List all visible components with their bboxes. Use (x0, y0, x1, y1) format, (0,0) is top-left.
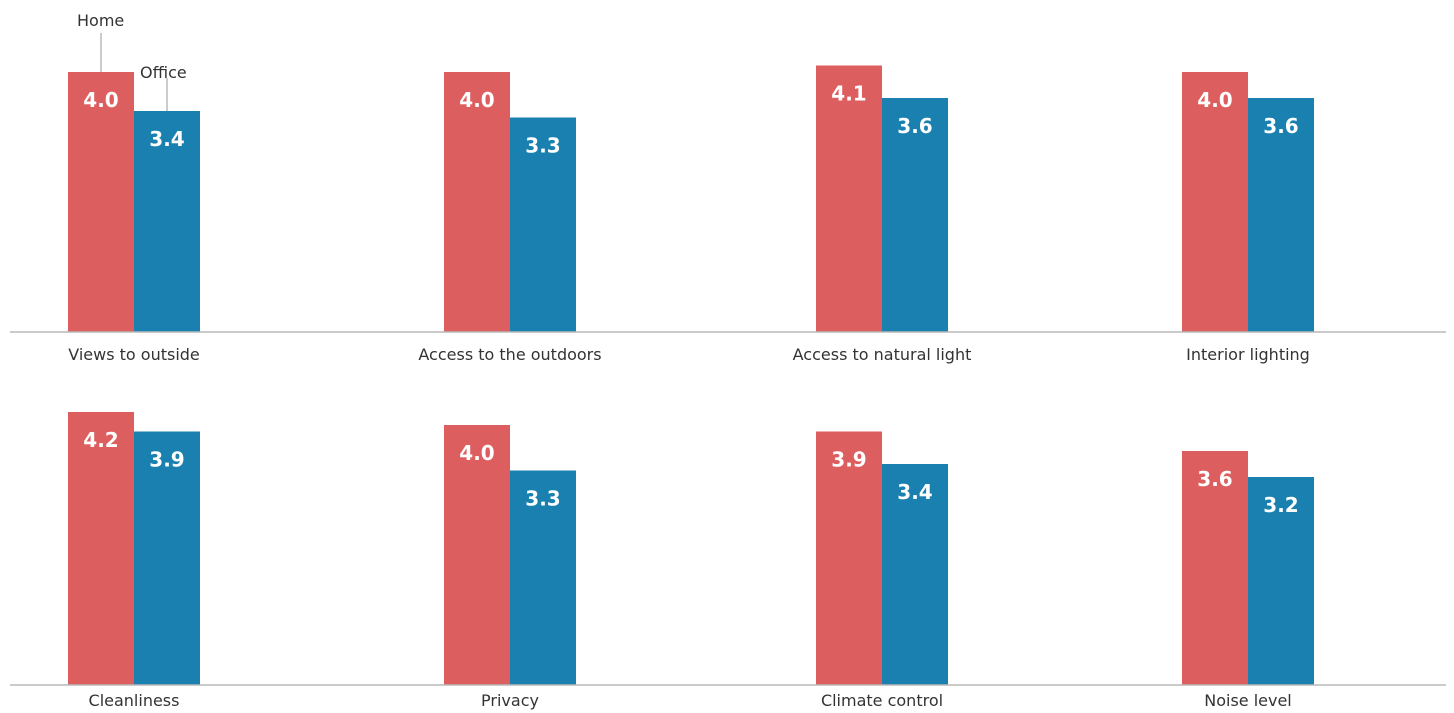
legend-label-home: Home (77, 11, 124, 30)
bar-value-label-office: 3.2 (1263, 493, 1298, 517)
bar-home (816, 431, 882, 685)
bar-value-label-home: 4.0 (83, 88, 118, 112)
bar-home (68, 72, 134, 332)
bar-value-label-office: 3.4 (149, 127, 184, 151)
bar-value-label-office: 3.6 (1263, 114, 1298, 138)
category-label: Access to natural light (793, 345, 972, 364)
bar-home (68, 412, 134, 685)
bar-value-label-home: 3.6 (1197, 467, 1232, 491)
category-label: Climate control (821, 691, 943, 710)
bar-home (816, 65, 882, 332)
bar-value-label-office: 3.3 (525, 134, 560, 158)
bar-home (444, 425, 510, 685)
bar-office (882, 98, 948, 332)
bar-office (134, 431, 200, 685)
bar-office (134, 111, 200, 332)
bar-value-label-home: 4.0 (459, 88, 494, 112)
bar-home (444, 72, 510, 332)
category-label: Privacy (481, 691, 539, 710)
bar-value-label-office: 3.3 (525, 487, 560, 511)
bar-value-label-home: 4.2 (83, 428, 118, 452)
category-label: Interior lighting (1186, 345, 1310, 364)
bar-office (510, 117, 576, 332)
legend-label-office: Office (140, 63, 187, 82)
category-label: Noise level (1204, 691, 1292, 710)
bar-home (1182, 451, 1248, 685)
bar-home (1182, 72, 1248, 332)
bar-value-label-home: 4.0 (459, 441, 494, 465)
bar-value-label-office: 3.4 (897, 480, 932, 504)
category-label: Cleanliness (89, 691, 180, 710)
bar-value-label-home: 4.1 (831, 82, 866, 106)
bar-value-label-office: 3.9 (149, 448, 184, 472)
bar-office (510, 470, 576, 685)
category-label: Views to outside (68, 345, 200, 364)
category-label: Access to the outdoors (418, 345, 601, 364)
bar-value-label-home: 4.0 (1197, 88, 1232, 112)
bar-office (1248, 477, 1314, 685)
bar-office (1248, 98, 1314, 332)
bar-office (882, 464, 948, 685)
bar-value-label-home: 3.9 (831, 448, 866, 472)
bar-value-label-office: 3.6 (897, 114, 932, 138)
